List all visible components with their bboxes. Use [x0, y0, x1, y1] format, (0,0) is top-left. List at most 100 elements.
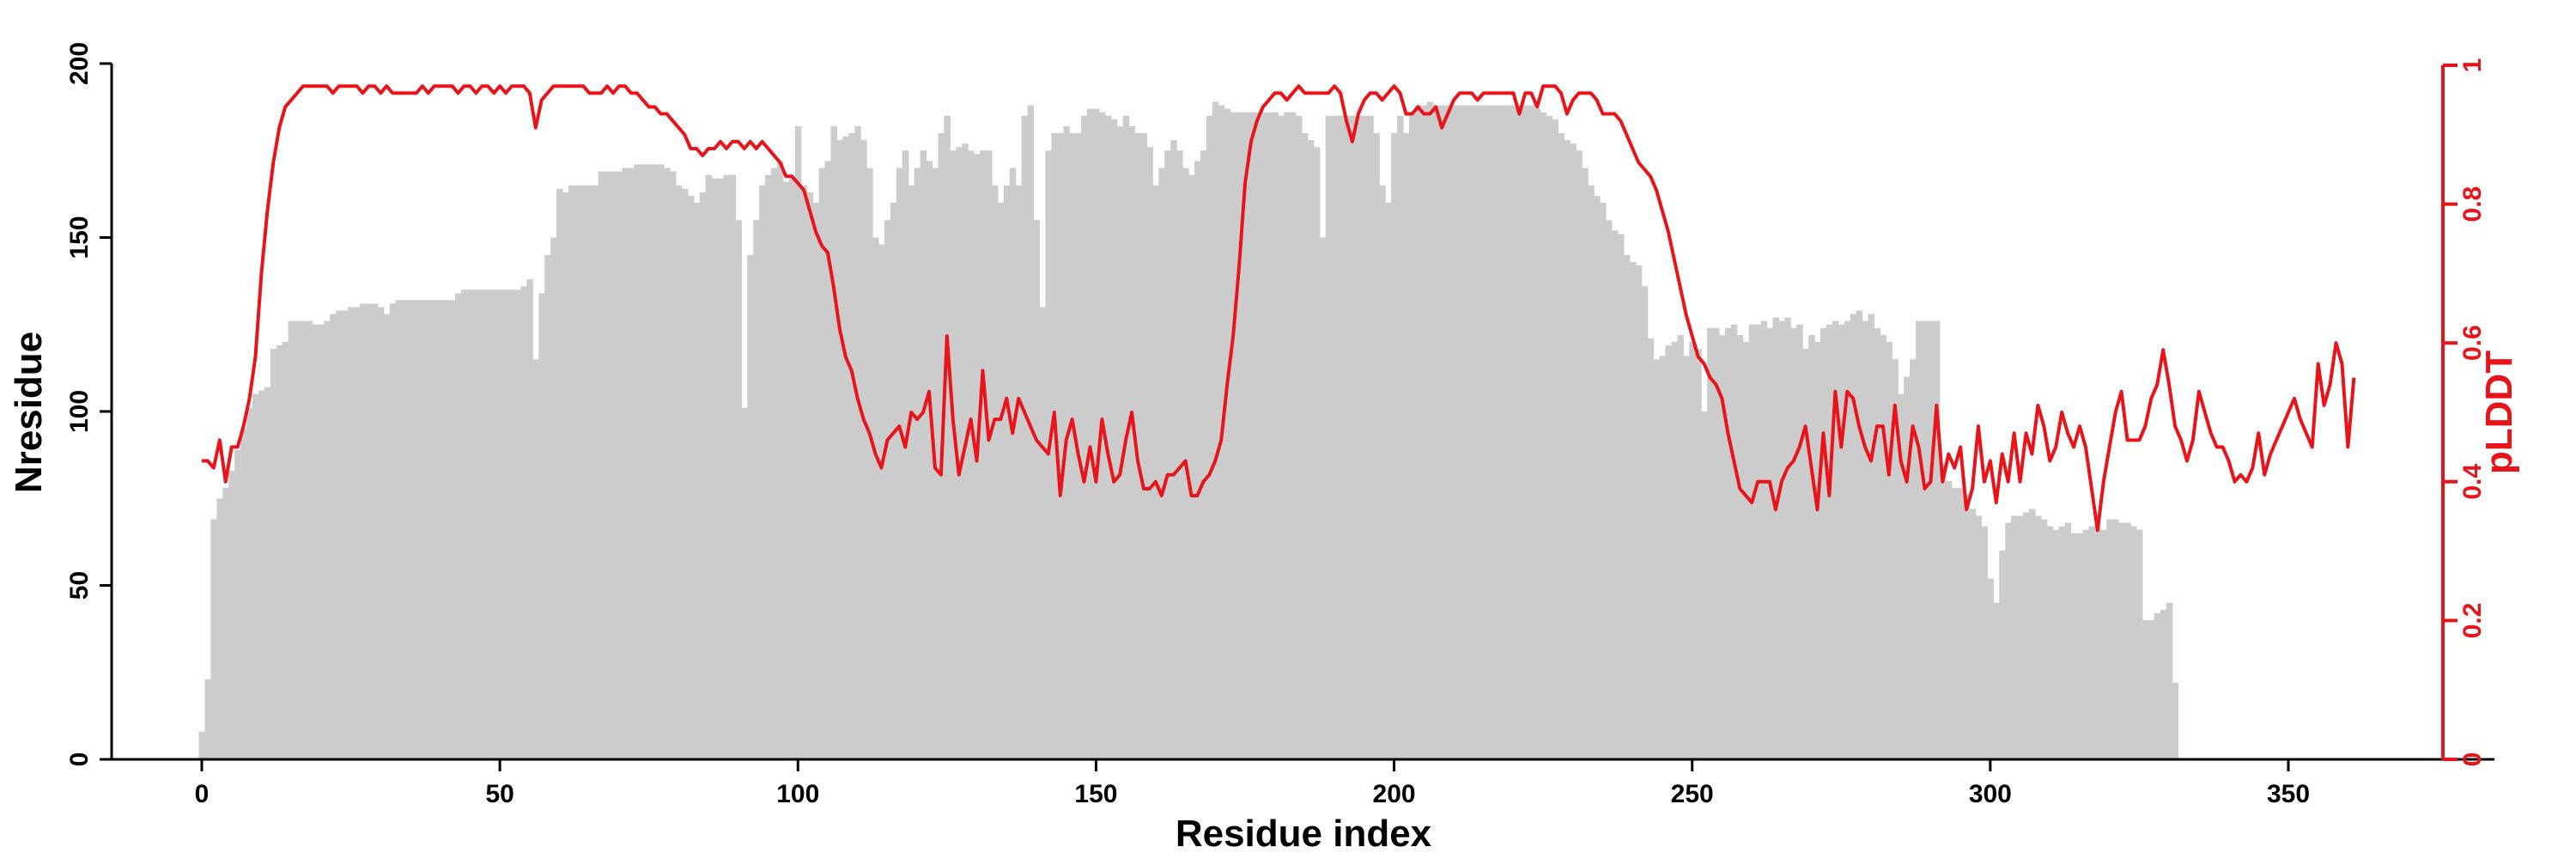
nresidue-bar	[431, 300, 438, 759]
nresidue-bar	[1808, 334, 1815, 759]
nresidue-bar	[991, 185, 999, 759]
nresidue-bar	[1248, 112, 1255, 759]
nresidue-bar	[1307, 140, 1315, 760]
nresidue-bar	[1319, 237, 1327, 759]
nresidue-bar	[538, 293, 545, 759]
nresidue-bar	[1510, 105, 1517, 760]
nresidue-bar	[330, 314, 337, 760]
nresidue-bar	[1772, 317, 1779, 759]
x-tick-label: 150	[1074, 780, 1117, 808]
nresidue-bar	[1432, 105, 1440, 760]
nresidue-bar	[1361, 115, 1368, 759]
nresidue-bars	[198, 101, 2179, 760]
nresidue-bar	[1606, 220, 1613, 759]
nresidue-bar	[1677, 334, 1684, 759]
nresidue-bar	[1826, 324, 1833, 759]
nresidue-bar	[288, 320, 295, 759]
nresidue-bar	[944, 115, 951, 759]
nresidue-bar	[735, 220, 742, 759]
nresidue-bar	[1200, 150, 1207, 759]
nresidue-bar	[1033, 220, 1041, 759]
nresidue-bar	[401, 300, 409, 759]
nresidue-bar	[753, 220, 760, 759]
nresidue-bar	[354, 307, 361, 759]
nresidue-bar	[490, 289, 498, 759]
nresidue-bar	[514, 289, 522, 759]
nresidue-bar	[1397, 115, 1404, 759]
nresidue-bar	[1641, 286, 1649, 759]
nresidue-bar	[2166, 602, 2173, 759]
nresidue-bar	[1116, 125, 1124, 759]
nresidue-bar	[568, 185, 575, 759]
nresidue-bar	[2154, 612, 2161, 759]
nresidue-bar	[365, 303, 373, 759]
nresidue-bar	[670, 171, 677, 760]
nresidue-bar	[1349, 115, 1357, 759]
nresidue-bar	[1140, 133, 1148, 759]
nresidue-bar	[628, 168, 635, 759]
nresidue-bar	[1098, 112, 1106, 759]
nresidue-bar	[1528, 105, 1535, 760]
nresidue-bar	[1391, 133, 1398, 759]
nresidue-bar	[1385, 203, 1392, 759]
nresidue-bar	[1832, 320, 1839, 759]
nresidue-bar	[1611, 230, 1619, 759]
nresidue-bar	[759, 185, 766, 759]
nresidue-bar	[1278, 115, 1285, 759]
nresidue-bar	[2094, 526, 2101, 759]
nresidue-bar	[711, 178, 719, 759]
nresidue-bar	[854, 125, 861, 759]
nresidue-bar	[407, 300, 415, 759]
nresidue-bar	[2011, 515, 2018, 759]
nresidue-bar	[1444, 105, 1452, 760]
nresidue-bar	[1128, 125, 1136, 759]
nresidue-bar	[956, 147, 963, 759]
nresidue-bar	[1158, 168, 1165, 759]
x-tick-label: 0	[195, 780, 210, 808]
nresidue-bar	[1516, 105, 1523, 760]
nresidue-bar	[300, 320, 307, 759]
nresidue-bar	[312, 324, 319, 759]
nresidue-bar	[1969, 509, 1977, 759]
nresidue-bar	[210, 519, 217, 759]
nresidue-bar	[1588, 185, 1595, 759]
nresidue-bar	[2052, 529, 2060, 759]
nresidue-bar	[598, 171, 605, 760]
nresidue-bar	[1456, 105, 1464, 760]
nresidue-bar	[1146, 147, 1153, 759]
nresidue-bar	[908, 185, 915, 759]
nresidue-bar	[1623, 254, 1631, 759]
nresidue-bar	[1337, 115, 1345, 759]
nresidue-bar	[1951, 488, 1959, 759]
nresidue-bar	[1993, 602, 2000, 759]
nresidue-bar	[1379, 185, 1386, 759]
nresidue-bar	[1707, 327, 1714, 759]
nresidue-bar	[246, 407, 253, 759]
nresidue-bar	[1754, 324, 1762, 759]
nresidue-bar	[1325, 115, 1333, 759]
nresidue-bar	[1701, 411, 1708, 759]
nresidue-bar	[1480, 105, 1487, 760]
nresidue-bar	[866, 168, 873, 759]
plddt-line	[202, 84, 2356, 533]
nresidue-bar	[336, 310, 343, 759]
nresidue-bar	[348, 307, 355, 759]
nresidue-bar	[1874, 327, 1881, 759]
nresidue-bar	[377, 307, 385, 759]
nresidue-bar	[1910, 359, 1917, 759]
nresidue-bar	[1290, 112, 1297, 759]
nresidue-bar	[1904, 376, 1911, 759]
nresidue-bar	[1296, 115, 1303, 759]
nresidue-bar	[693, 203, 701, 759]
nresidue-bar	[466, 289, 474, 759]
nresidue-bar	[580, 185, 587, 759]
nresidue-bar	[658, 164, 665, 759]
nresidue-bar	[1021, 115, 1029, 759]
nresidue-bar	[1576, 150, 1583, 759]
nresidue-bar	[1653, 359, 1661, 759]
nresidue-bar	[950, 150, 957, 759]
nresidue-bar	[383, 314, 391, 760]
nresidue-bar	[771, 168, 778, 759]
nresidue-bar	[848, 133, 855, 759]
nresidue-bar	[1027, 105, 1035, 760]
